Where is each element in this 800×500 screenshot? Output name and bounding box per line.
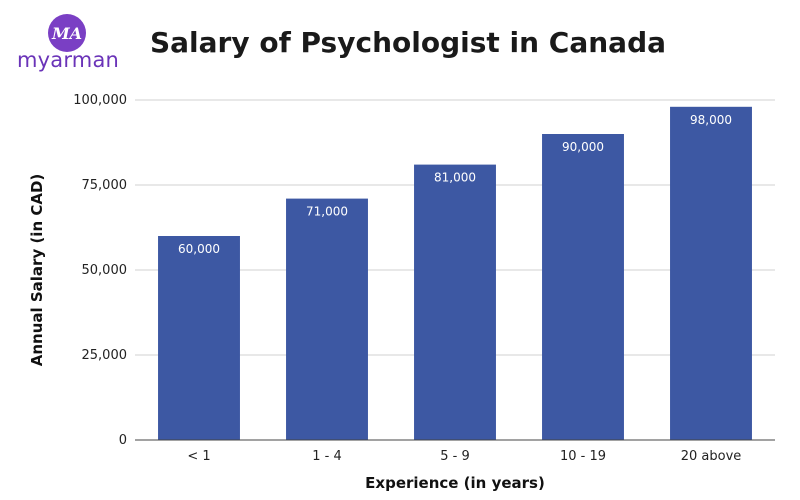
bar-value-label: 71,000: [306, 205, 348, 219]
brand-logo: MA myarman: [12, 10, 124, 72]
y-tick-label: 0: [119, 433, 127, 448]
y-axis-title: Annual Salary (in CAD): [28, 174, 46, 367]
bar-value-label: 60,000: [178, 242, 220, 256]
logo-mark: MA: [48, 14, 86, 52]
bars: 60,000 71,000 81,000 90,000 98,000: [158, 106, 752, 441]
x-tick-label: 20 above: [681, 449, 742, 464]
y-tick-label: 75,000: [82, 178, 128, 193]
bar-value-label: 81,000: [434, 171, 476, 185]
y-tick-label: 25,000: [82, 348, 128, 363]
bar: [158, 236, 240, 440]
bar: [286, 198, 368, 440]
x-tick-label: < 1: [187, 449, 210, 464]
x-axis-title: Experience (in years): [365, 474, 545, 492]
x-tick-label: 10 - 19: [560, 449, 606, 464]
chart-title: Salary of Psychologist in Canada: [150, 26, 667, 59]
bar-value-label: 90,000: [562, 140, 604, 154]
bar: [414, 164, 496, 440]
logo-wordmark: myarman: [16, 48, 120, 72]
x-tick-label: 5 - 9: [440, 449, 470, 464]
y-tick-label: 50,000: [82, 263, 128, 278]
x-axis-ticks: < 1 1 - 4 5 - 9 10 - 19 20 above: [187, 449, 741, 464]
x-tick-label: 1 - 4: [312, 449, 342, 464]
y-axis-ticks: 0 25,000 50,000 75,000 100,000: [73, 93, 127, 448]
bar: [542, 134, 624, 440]
y-tick-label: 100,000: [73, 93, 127, 108]
bar: [670, 106, 752, 441]
bar-value-label: 98,000: [690, 113, 732, 127]
